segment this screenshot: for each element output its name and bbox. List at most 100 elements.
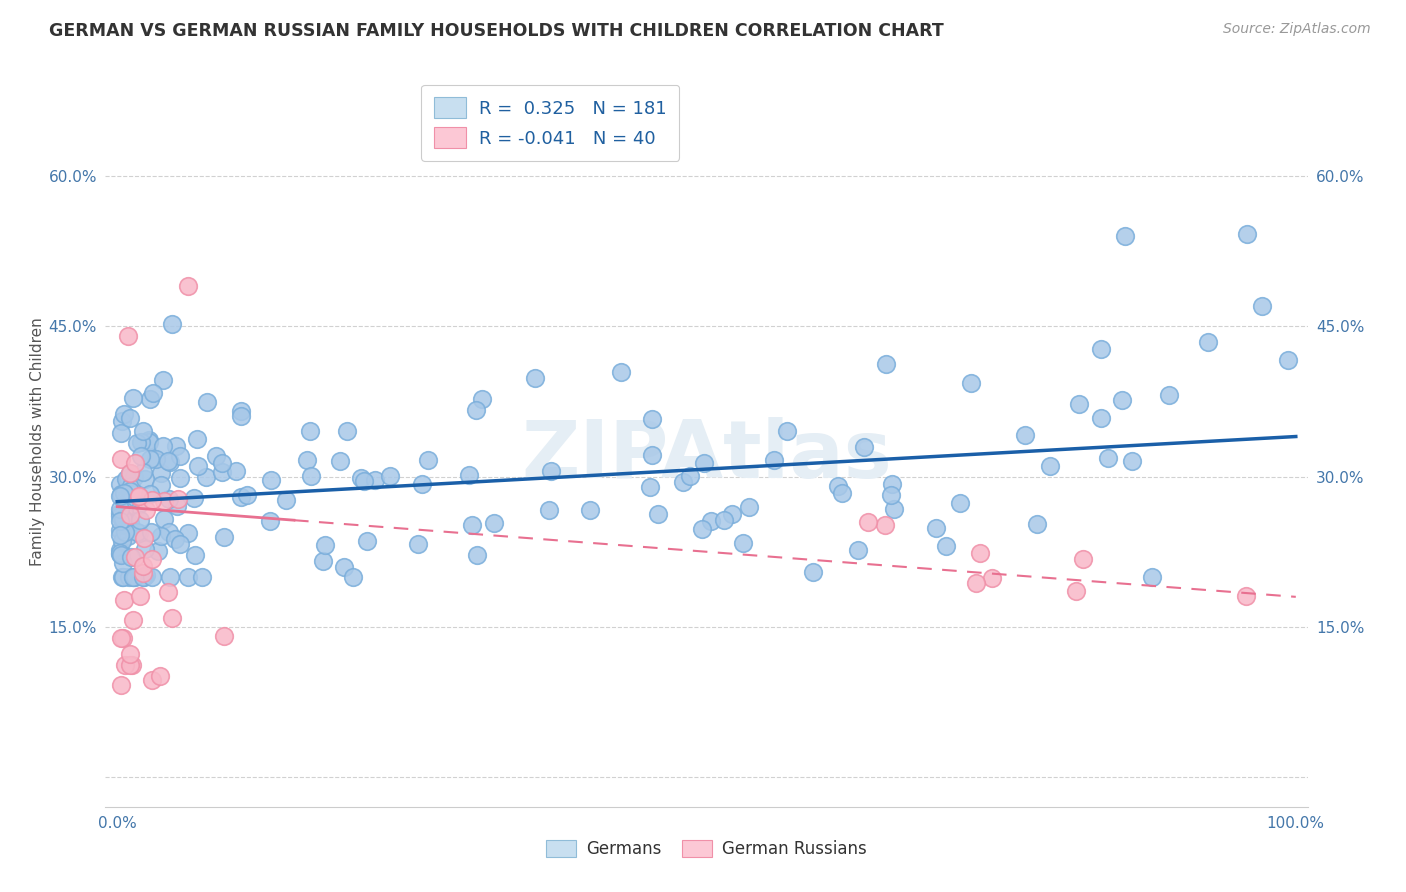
Point: [329, 454, 352, 468]
Point: [333, 560, 356, 574]
Point: [579, 503, 602, 517]
Point: [160, 611, 183, 625]
Point: [120, 466, 142, 480]
Point: [118, 519, 141, 533]
Point: [186, 432, 208, 446]
Point: [336, 424, 359, 438]
Point: [1039, 459, 1062, 474]
Point: [128, 489, 150, 503]
Point: [138, 434, 160, 448]
Point: [118, 491, 141, 506]
Point: [112, 407, 135, 421]
Point: [875, 357, 897, 371]
Point: [641, 448, 664, 462]
Point: [120, 550, 142, 565]
Point: [461, 518, 484, 533]
Point: [981, 571, 1004, 585]
Point: [935, 539, 957, 553]
Point: [138, 451, 160, 466]
Point: [212, 629, 235, 643]
Point: [165, 439, 187, 453]
Point: [142, 386, 165, 401]
Point: [353, 474, 375, 488]
Point: [122, 570, 145, 584]
Point: [118, 508, 141, 522]
Point: [883, 501, 905, 516]
Point: [128, 526, 150, 541]
Point: [131, 435, 153, 450]
Point: [641, 411, 664, 425]
Point: [110, 678, 132, 692]
Point: [801, 565, 824, 579]
Point: [117, 329, 139, 343]
Point: [138, 487, 160, 501]
Point: [229, 404, 252, 418]
Text: GERMAN VS GERMAN RUSSIAN FAMILY HOUSEHOLDS WITH CHILDREN CORRELATION CHART: GERMAN VS GERMAN RUSSIAN FAMILY HOUSEHOL…: [49, 22, 943, 40]
Point: [229, 490, 252, 504]
Point: [157, 524, 180, 539]
Point: [1014, 428, 1036, 442]
Point: [132, 570, 155, 584]
Text: ZIPAtlas: ZIPAtlas: [522, 417, 891, 495]
Point: [1121, 454, 1143, 468]
Point: [111, 570, 134, 584]
Point: [1090, 342, 1112, 356]
Point: [149, 478, 172, 492]
Point: [167, 491, 190, 506]
Point: [108, 508, 131, 523]
Point: [211, 457, 233, 471]
Point: [112, 504, 135, 518]
Point: [166, 499, 188, 513]
Point: [169, 449, 191, 463]
Point: [416, 453, 439, 467]
Point: [135, 568, 157, 582]
Point: [965, 576, 987, 591]
Point: [882, 477, 904, 491]
Point: [110, 426, 132, 441]
Point: [205, 449, 228, 463]
Point: [141, 492, 163, 507]
Point: [299, 468, 322, 483]
Point: [924, 521, 946, 535]
Point: [112, 632, 135, 646]
Point: [1026, 516, 1049, 531]
Point: [141, 673, 163, 687]
Point: [112, 556, 135, 570]
Point: [831, 486, 853, 500]
Point: [108, 507, 131, 521]
Point: [236, 488, 259, 502]
Legend: Germans, German Russians: Germans, German Russians: [540, 833, 873, 864]
Point: [121, 570, 143, 584]
Point: [110, 548, 132, 562]
Point: [139, 392, 162, 406]
Point: [1159, 387, 1181, 401]
Point: [177, 279, 200, 293]
Point: [118, 570, 141, 584]
Point: [406, 537, 429, 551]
Point: [108, 547, 131, 561]
Point: [169, 471, 191, 485]
Point: [1090, 411, 1112, 425]
Point: [229, 409, 252, 423]
Point: [152, 439, 174, 453]
Point: [112, 486, 135, 500]
Point: [134, 532, 156, 546]
Point: [274, 492, 297, 507]
Point: [120, 411, 142, 425]
Point: [121, 658, 143, 673]
Point: [159, 570, 181, 584]
Point: [114, 514, 136, 528]
Point: [763, 453, 786, 467]
Point: [131, 449, 153, 463]
Point: [149, 466, 172, 480]
Point: [132, 566, 155, 581]
Point: [122, 469, 145, 483]
Point: [152, 373, 174, 387]
Point: [380, 468, 402, 483]
Point: [110, 533, 132, 548]
Point: [356, 534, 378, 549]
Point: [873, 517, 896, 532]
Point: [112, 529, 135, 543]
Point: [195, 395, 218, 409]
Point: [160, 318, 183, 332]
